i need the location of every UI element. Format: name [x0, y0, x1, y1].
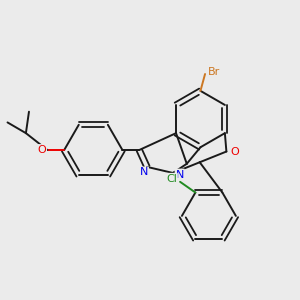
Text: N: N — [140, 167, 148, 177]
Text: N: N — [176, 169, 184, 179]
Text: Cl: Cl — [166, 174, 177, 184]
Text: O: O — [231, 146, 239, 157]
Text: O: O — [38, 145, 46, 155]
Text: Br: Br — [208, 68, 220, 77]
